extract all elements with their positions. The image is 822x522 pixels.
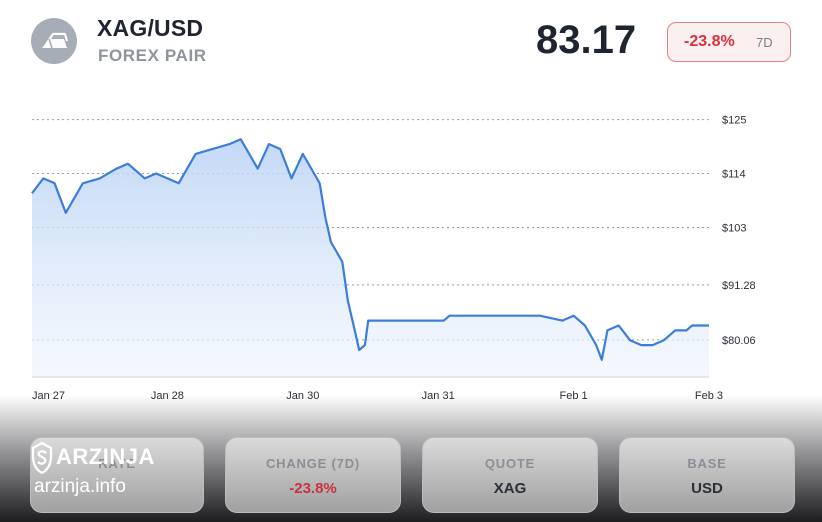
- stat-label: RATE: [98, 456, 136, 471]
- y-tick-label: $91.28: [722, 280, 756, 292]
- change-period: 7D: [756, 35, 773, 50]
- stat-label: BASE: [687, 456, 727, 471]
- pair-subtitle: FOREX PAIR: [98, 46, 207, 65]
- stat-label: CHANGE (7D): [265, 456, 361, 471]
- silver-bars-icon: [31, 18, 77, 64]
- change-value: -23.8%: [684, 33, 735, 50]
- current-price: 83.17: [536, 18, 637, 62]
- arzinja-logo-icon: [31, 442, 53, 474]
- price-chart: $125$114$103$91.28$80.06 Jan 27Jan 28Jan…: [31, 115, 756, 400]
- watermark: ARZINJA arzinja.info: [30, 442, 190, 502]
- stat-card-change: CHANGE (7D) -23.8%: [225, 437, 401, 513]
- pair-header: XAG/USD FOREX PAIR 83.17 -23.8% 7D: [0, 0, 822, 90]
- price-area: [32, 139, 709, 377]
- change-badge: -23.8% 7D: [667, 22, 791, 62]
- y-tick-label: $80.06: [722, 335, 756, 347]
- watermark-site: arzinja.info: [34, 476, 126, 497]
- watermark-brand: ARZINJA: [56, 444, 155, 469]
- y-tick-label: $125: [722, 115, 746, 127]
- stat-value: -23.8%: [289, 480, 337, 497]
- price-line: [31, 138, 709, 361]
- y-tick-label: $103: [722, 222, 746, 234]
- stat-value: XAG: [493, 480, 527, 497]
- pair-title: XAG/USD: [97, 15, 204, 41]
- stat-card-base: BASE USD: [619, 437, 795, 513]
- y-tick-label: $114: [722, 169, 746, 181]
- stat-label: QUOTE: [484, 456, 536, 471]
- stat-card-quote: QUOTE XAG: [422, 437, 598, 513]
- stat-value: USD: [691, 480, 723, 497]
- stat-card-rate: RATE: [30, 437, 204, 513]
